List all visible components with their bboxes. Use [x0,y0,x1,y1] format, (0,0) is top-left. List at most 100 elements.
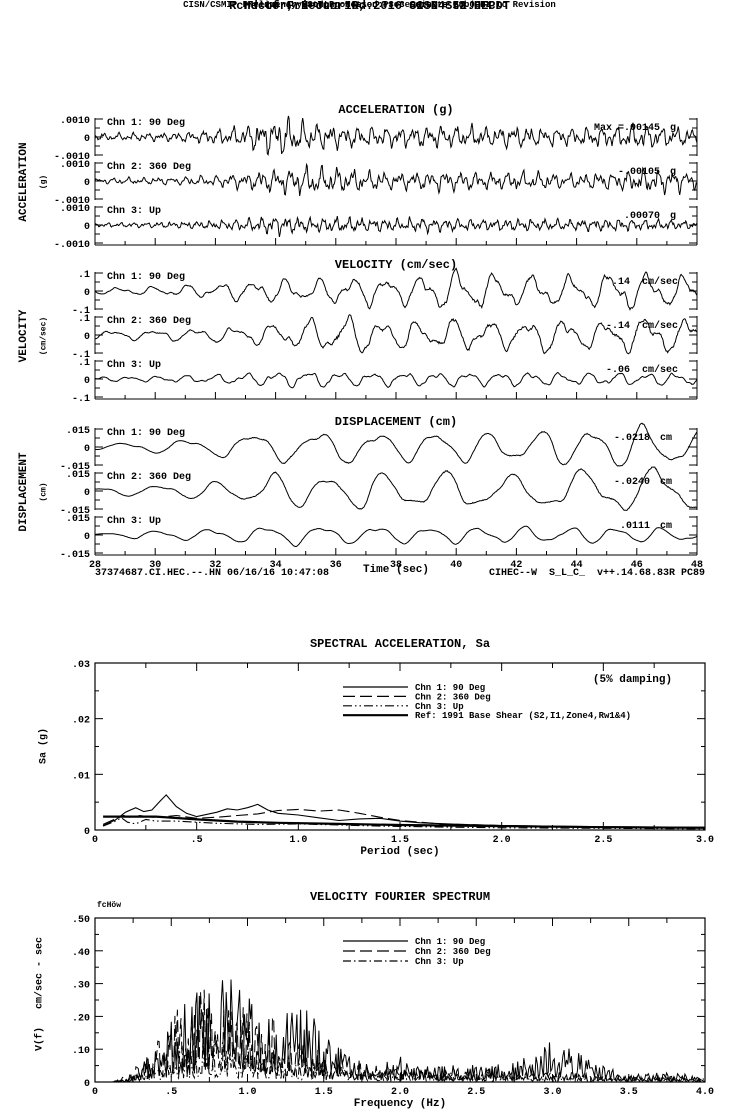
acceleration-ytick-label: 0 [84,178,90,189]
displacement-xtick-label: 46 [631,560,643,571]
fourier-legend-label: Chn 1: 90 Deg [415,937,485,947]
time-axis-label: Time (sec) [362,564,429,576]
fourier-ytick-label: .50 [72,915,90,926]
sa-series-3 [102,817,706,830]
displacement-trace-3 [94,525,698,548]
velocity-trace-3 [94,371,698,389]
fourier-legend-label: Chn 3: Up [415,957,464,967]
displacement-peak-value: .0111 [620,521,650,532]
acceleration-peak-value: -.00105 [618,167,660,178]
acceleration-peak-unit: g [670,211,676,222]
acceleration-channel-label: Chn 3: Up [107,205,161,217]
displacement-peak-unit: cm [660,433,672,444]
displacement-xtick-label: 48 [691,560,703,571]
displacement-xtick-label: 42 [510,560,522,571]
sa-ytick-label: 0 [84,827,90,838]
displacement-xtick-label: 40 [450,560,462,571]
damping-annotation: (5% damping) [592,674,673,686]
fourier-ytick-label: .10 [72,1046,90,1057]
sa-frame [94,662,706,831]
acceleration-panel-title: ACCELERATION (g) [338,103,454,117]
sa-xtick-label: 2.5 [594,835,612,846]
velocity-ytick-label: .1 [78,270,90,281]
sa-xtick-label: 3.0 [696,835,714,846]
velocity-peak-value: .14 [612,277,630,288]
sa-legend-label: Chn 2: 360 Deg [415,692,491,702]
fourier-ytick-label: 0 [84,1079,90,1090]
displacement-channel-label: Chn 2: 360 Deg [107,471,191,483]
record-station-title: Hector, Hector Rd. SCSN Sta HEC [243,0,496,13]
record-id-footer: 37374687.CI.HEC.--.HN 06/16/16 10:47:08 [95,568,330,579]
sa-ytick-label: .03 [72,660,90,671]
fourier-xtick-label: 4.0 [696,1087,714,1098]
fourier-xtick-label: 1.5 [315,1087,333,1098]
acceleration-trace-3 [94,215,698,238]
velocity-peak-unit: cm/sec [642,320,678,332]
acceleration-ytick-label: 0 [84,222,90,233]
acceleration-ytick-label: 0 [84,134,90,145]
displacement-ytick-label: -.015 [60,462,90,473]
velocity-ytick-label: 0 [84,332,90,343]
sa-legend-label: Chn 1: 90 Deg [415,683,485,693]
sa-series-1 [102,794,705,828]
acceleration-peak-value: .00070 [624,211,660,222]
displacement-xtick-label: 32 [209,560,221,571]
acceleration-peak-unit: g [670,167,676,178]
sa-xtick-label: 2.0 [493,835,511,846]
fourier-xtick-label: 2.5 [467,1087,485,1098]
velocity-peak-unit: cm/sec [642,364,678,376]
displacement-ytick-label: .015 [66,470,90,481]
velocity-ytick-label: 0 [84,288,90,299]
acceleration-trace-2 [94,162,698,197]
displacement-xtick-label: 36 [330,560,342,571]
acceleration-ytick-label: -.0010 [54,240,90,251]
velocity-trace-2 [94,314,698,355]
displacement-ytick-label: -.015 [60,550,90,561]
velocity-ytick-label: -.1 [72,306,90,317]
sa-xtick-label: 1.5 [391,835,409,846]
acceleration-peak-prefix: Max = [594,123,624,134]
fourier-xtick-label: .5 [165,1087,177,1098]
velocity-channel-label: Chn 3: Up [107,359,161,371]
velocity-ytick-label: .1 [78,358,90,369]
period-axis-label: Period (sec) [360,846,440,858]
displacement-xtick-label: 30 [149,560,161,571]
displacement-ytick-label: 0 [84,532,90,543]
velocity-ytick-label: 0 [84,376,90,387]
displacement-ytick-label: -.015 [60,506,90,517]
fourier-xtick-label: 0 [92,1087,98,1098]
sa-ytick-label: .02 [72,716,90,727]
displacement-channel-label: Chn 3: Up [107,515,161,527]
spectral-acceleration-title: SPECTRAL ACCELERATION, Sa [309,637,491,651]
acceleration-ytick-label: -.0010 [54,196,90,207]
fourier-ytick-label: .40 [72,948,90,959]
fourier-xtick-label: 2.0 [391,1087,409,1098]
fourier-legend-label: Chn 2: 360 Deg [415,947,491,957]
fourier-series-1 [98,979,705,1083]
sa-legend-label: Ref: 1991 Base Shear (S2,I1,Zone4,Rw1&4) [415,711,631,721]
displacement-panel-title: DISPLACEMENT (cm) [334,415,458,429]
acceleration-ytick-label: .0010 [60,204,90,215]
acceleration-trace-1 [94,115,698,157]
velocity-ytick-label: -.1 [72,350,90,361]
displacement-peak-value: -.0218 [614,433,650,444]
displacement-peak-value: -.0240 [614,477,650,488]
displacement-xtick-label: 44 [571,560,583,571]
velocity-panel-title: VELOCITY (cm/sec) [334,258,458,272]
displacement-xtick-label: 38 [390,560,402,571]
sa-xtick-label: 1.0 [289,835,307,846]
velocity-ytick-label: .1 [78,314,90,325]
acceleration-peak-unit: g [670,123,676,134]
sa-xtick-label: 0 [92,835,98,846]
frequency-axis-label: Frequency (Hz) [353,1098,447,1110]
acceleration-channel-label: Chn 1: 90 Deg [107,117,185,129]
fourier-xtick-label: 1.0 [238,1087,256,1098]
acceleration-ytick-label: .0010 [60,116,90,127]
velocity-ytick-label: -.1 [72,394,90,405]
displacement-ytick-label: .015 [66,426,90,437]
fourier-xtick-label: 3.0 [543,1087,561,1098]
velocity-channel-label: Chn 2: 360 Deg [107,315,191,327]
processing-version-footer: CIHEC--W S_L_C_ v++.14.68.83R PC89 [488,568,705,579]
